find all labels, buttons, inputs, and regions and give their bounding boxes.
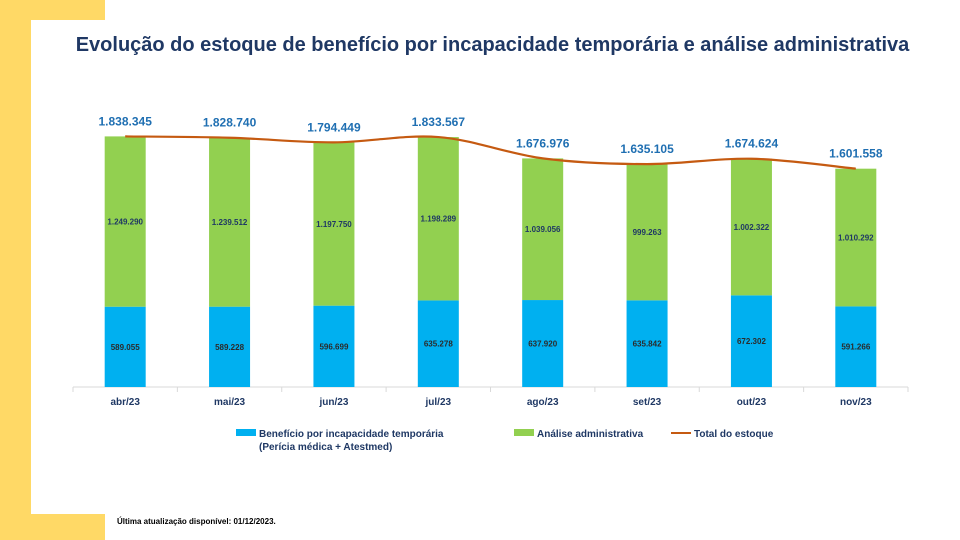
total-label: 1.828.740 [203, 116, 257, 130]
legend-label-beneficio-detail: (Perícia médica + Atestmed) [259, 442, 393, 453]
bar-analise-label: 999.263 [633, 228, 662, 237]
content-card [31, 20, 960, 514]
x-tick-label: nov/23 [840, 397, 872, 408]
x-tick-label: out/23 [737, 397, 767, 408]
bar-analise [313, 142, 355, 306]
bar-beneficio-label: 589.055 [111, 343, 140, 352]
bar-beneficio [209, 306, 251, 387]
legend-swatch-green [514, 429, 534, 436]
x-tick-label: set/23 [633, 397, 662, 408]
legend-item-beneficio: Benefício por incapacidade temporária (P… [236, 428, 444, 454]
total-label: 1.674.624 [725, 137, 779, 151]
bar-analise [730, 158, 772, 296]
bar-beneficio-label: 672.302 [737, 337, 766, 346]
bar-beneficio [626, 300, 668, 387]
bar-beneficio-label: 589.228 [215, 343, 244, 352]
bar-analise-label: 1.010.292 [838, 234, 874, 243]
bar-analise-label: 1.002.322 [734, 223, 770, 232]
bar-analise-label: 1.198.289 [421, 215, 457, 224]
legend-item-total: Total do estoque [671, 428, 773, 441]
last-update-footnote: Última atualização disponível: 01/12/202… [117, 517, 276, 526]
bar-beneficio [730, 295, 772, 387]
legend-swatch-line [671, 432, 691, 434]
chart-title: Evolução do estoque de benefício por inc… [75, 34, 910, 56]
total-line [125, 135, 856, 170]
bar-beneficio [313, 305, 355, 387]
bar-analise [417, 137, 459, 301]
bar-beneficio-label: 635.842 [633, 340, 662, 349]
x-tick-label: abr/23 [110, 397, 140, 408]
bar-beneficio [522, 300, 564, 387]
x-tick-label: jun/23 [318, 397, 348, 408]
total-label: 1.601.558 [829, 147, 883, 161]
bar-beneficio-label: 591.266 [841, 343, 870, 352]
bar-analise [104, 136, 146, 307]
bar-analise [209, 137, 251, 307]
legend-label-total: Total do estoque [694, 429, 774, 440]
total-label: 1.838.345 [98, 114, 152, 128]
bar-analise [522, 158, 564, 301]
x-tick-label: mai/23 [214, 397, 246, 408]
total-label: 1.833.567 [412, 115, 466, 129]
bar-analise-label: 1.197.750 [316, 220, 352, 229]
bar-analise-label: 1.249.290 [107, 218, 143, 227]
bar-beneficio [835, 306, 877, 387]
legend-swatch-blue [236, 429, 256, 436]
bar-analise [626, 164, 668, 301]
legend-label-analise: Análise administrativa [537, 429, 644, 440]
total-label: 1.635.105 [620, 142, 674, 156]
bar-beneficio [417, 300, 459, 387]
bar-beneficio [104, 306, 146, 387]
bar-analise [835, 168, 877, 307]
bar-beneficio-label: 637.920 [528, 340, 557, 349]
legend-label-beneficio: Benefício por incapacidade temporária [259, 429, 444, 440]
bar-beneficio-label: 596.699 [319, 342, 348, 351]
bar-analise-label: 1.239.512 [212, 218, 248, 227]
legend-item-analise: Análise administrativa [514, 428, 643, 441]
total-label: 1.676.976 [516, 136, 570, 150]
bar-beneficio-label: 635.278 [424, 340, 453, 349]
bar-analise-label: 1.039.056 [525, 225, 561, 234]
x-tick-label: jul/23 [425, 397, 452, 408]
x-tick-label: ago/23 [527, 397, 559, 408]
total-label: 1.794.449 [307, 120, 361, 134]
